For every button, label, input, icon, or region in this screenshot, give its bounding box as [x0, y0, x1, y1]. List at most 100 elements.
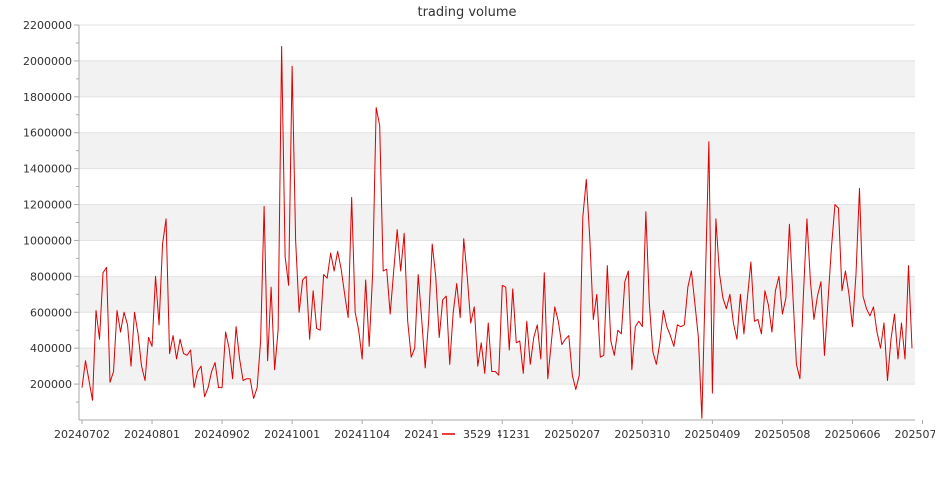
y-tick-label: 800000	[30, 270, 72, 283]
data-point	[347, 316, 349, 318]
data-point	[554, 306, 556, 308]
data-point	[603, 354, 605, 356]
data-point	[312, 290, 314, 292]
data-point	[841, 290, 843, 292]
x-tick-label: 20250606	[824, 428, 880, 441]
data-point	[403, 232, 405, 234]
data-point	[392, 270, 394, 272]
data-point	[550, 342, 552, 344]
data-point	[697, 336, 699, 338]
data-point	[81, 386, 83, 388]
data-point	[631, 369, 633, 371]
data-point	[175, 358, 177, 360]
data-point	[361, 358, 363, 360]
data-point	[890, 338, 892, 340]
data-point	[743, 333, 745, 335]
data-point	[785, 297, 787, 299]
data-point	[151, 345, 153, 347]
data-point	[613, 354, 615, 356]
data-point	[172, 334, 174, 336]
data-point	[827, 300, 829, 302]
data-point	[690, 270, 692, 272]
data-point	[231, 378, 233, 380]
data-point	[806, 218, 808, 220]
data-point	[91, 399, 93, 401]
data-point	[396, 228, 398, 230]
data-point	[823, 354, 825, 356]
data-point	[186, 354, 188, 356]
series-group	[81, 46, 913, 419]
data-point	[245, 378, 247, 380]
data-point	[112, 370, 114, 372]
data-point	[343, 293, 345, 295]
data-point	[438, 336, 440, 338]
data-point	[704, 279, 706, 281]
data-point	[802, 293, 804, 295]
data-point	[147, 336, 149, 338]
data-point	[435, 275, 437, 277]
data-point	[193, 386, 195, 388]
data-point	[729, 293, 731, 295]
data-point	[813, 318, 815, 320]
y-tick-label: 2000000	[23, 55, 72, 68]
data-point	[557, 320, 559, 322]
data-point	[526, 320, 528, 322]
data-point	[676, 324, 678, 326]
grid-band	[79, 60, 915, 97]
data-point	[788, 223, 790, 225]
data-point	[273, 369, 275, 371]
data-point	[144, 379, 146, 381]
data-point	[123, 311, 125, 313]
data-point	[491, 370, 493, 372]
data-point	[582, 216, 584, 218]
data-point	[837, 207, 839, 209]
data-point	[799, 378, 801, 380]
data-point	[203, 395, 205, 397]
data-point	[470, 322, 472, 324]
data-point	[739, 293, 741, 295]
y-tick-label: 2200000	[23, 19, 72, 32]
data-point	[414, 347, 416, 349]
legend[interactable]: 3529	[438, 426, 498, 442]
grid-bands	[79, 60, 915, 385]
data-point	[256, 386, 258, 388]
data-point	[529, 363, 531, 365]
data-point	[322, 273, 324, 275]
x-tick-label: 20250409	[684, 428, 740, 441]
data-point	[140, 365, 142, 367]
data-point	[722, 297, 724, 299]
data-point	[277, 329, 279, 331]
x-tick-label: 20250704	[895, 428, 935, 441]
data-point	[235, 325, 237, 327]
data-point	[855, 273, 857, 275]
x-tick-label: 20240702	[54, 428, 110, 441]
data-point	[844, 270, 846, 272]
data-point	[301, 279, 303, 281]
data-point	[753, 320, 755, 322]
data-point	[189, 349, 191, 351]
data-point	[326, 277, 328, 279]
grid-lines	[79, 24, 915, 385]
data-point	[652, 351, 654, 353]
data-point	[364, 279, 366, 281]
data-point	[568, 334, 570, 336]
data-point	[154, 275, 156, 277]
data-point	[182, 352, 184, 354]
data-point	[196, 370, 198, 372]
data-point	[484, 372, 486, 374]
data-point	[575, 388, 577, 390]
data-point	[294, 239, 296, 241]
data-point	[851, 325, 853, 327]
data-point	[578, 374, 580, 376]
data-point	[329, 252, 331, 254]
data-point	[137, 333, 139, 335]
data-point	[907, 264, 909, 266]
data-point	[382, 270, 384, 272]
data-point	[378, 124, 380, 126]
data-point	[445, 295, 447, 297]
y-tick-label: 600000	[30, 306, 72, 319]
x-tick-label: 20250207	[544, 428, 600, 441]
data-point	[533, 336, 535, 338]
data-point	[897, 358, 899, 360]
data-point	[687, 286, 689, 288]
